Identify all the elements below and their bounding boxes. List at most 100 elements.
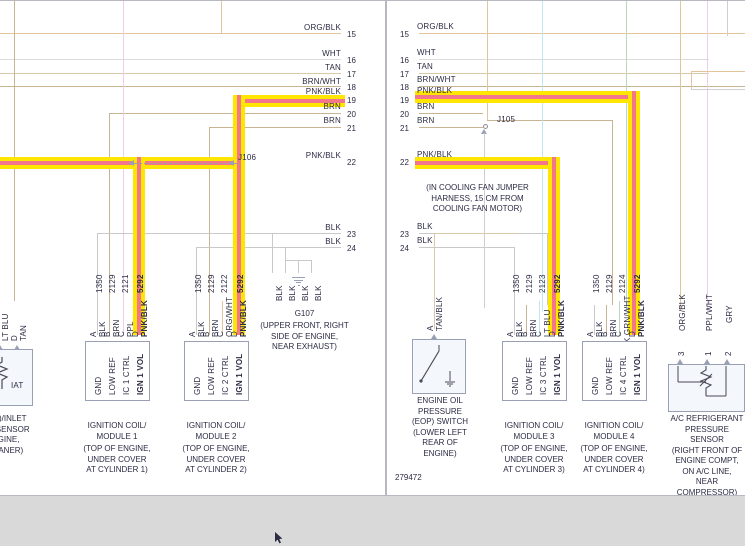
maf-pin-d-color: TAN	[19, 324, 28, 341]
r-highlight-pnkblk-22-horizontal	[415, 157, 560, 169]
wire-tan-17	[0, 73, 341, 74]
coil2-pin-d-letter: D	[230, 331, 239, 337]
coil3-wire-c	[539, 301, 540, 335]
ac-pin-2-color: GRY	[725, 305, 734, 323]
ac-pin-1-arrow	[704, 359, 710, 364]
r-highlight-pnkblk-coil3-drop	[548, 157, 560, 335]
pin-label-15: ORG/BLK	[304, 23, 341, 32]
r-wire-wht-16	[419, 59, 709, 60]
coil4-location: (TOP OF ENGINE, UNDER COVER AT CYLINDER …	[580, 444, 648, 474]
coil4-func-d: IGN 1 VOL	[633, 353, 642, 395]
coil4-wire-c	[619, 301, 620, 335]
eop-pin-arrow	[431, 334, 437, 339]
iat-thermistor-icon	[0, 357, 9, 389]
coil4-pin-a-letter: A	[586, 331, 595, 337]
coil1-wire-a	[97, 305, 98, 335]
r-pin-label-20: BRN	[417, 102, 435, 111]
diagram-id-number: 279472	[395, 473, 422, 482]
r-pin-number-16: 16	[400, 56, 409, 65]
pin-label-22: PNK/BLK	[305, 151, 341, 160]
iat-element-label: IAT	[11, 381, 24, 390]
r-wire-tanblk-eop	[434, 233, 435, 329]
splice-arrow-left-a	[129, 160, 134, 166]
pin-number-21: 21	[347, 124, 356, 133]
highlight-wire-pnkblk-19-vertical	[233, 95, 245, 169]
r-pin-number-23: 23	[400, 230, 409, 239]
r-wire-orgblk-15	[419, 33, 745, 34]
coil3-pin-c-letter: C	[534, 331, 543, 337]
coil4-pin-d-letter: D	[628, 331, 637, 337]
coil3-location: (TOP OF ENGINE, UNDER COVER AT CYLINDER …	[500, 444, 568, 474]
r-wire-blk-24	[419, 247, 514, 248]
coil2-location: (TOP OF ENGINE, UNDER COVER AT CYLINDER …	[182, 444, 250, 474]
r-wire-vert-ppl	[707, 1, 708, 311]
splice-label-j105: J105	[497, 115, 516, 124]
r-pin-number-22: 22	[400, 158, 409, 167]
r-pin-label-22: PNK/BLK	[417, 150, 453, 159]
ac-pin-3-arrow	[677, 359, 683, 364]
coil1-circuit-a: 1350	[95, 274, 104, 293]
coil2-circuit-d: 5292	[236, 274, 245, 293]
wire-vert-org-a	[221, 1, 222, 33]
splice-dashed-link	[129, 163, 237, 164]
r-pin-number-18: 18	[400, 83, 409, 92]
ground-label-g107: G107	[294, 309, 315, 318]
pin-label-19: PNK/BLK	[305, 87, 341, 96]
coil4-pin-d-color: PNK/BLK	[637, 300, 646, 337]
r-pin-label-16: WHT	[417, 48, 436, 57]
coil1-wire-c	[123, 301, 124, 335]
splice-label-j106: J106	[238, 153, 257, 162]
coil4-circuit-a: 1350	[592, 274, 601, 293]
coil3-circuit-b: 2129	[525, 274, 534, 293]
r-highlight-pnkblk-coil4-drop	[628, 91, 640, 335]
coil3-func-a: GND	[511, 376, 520, 395]
r-wire-brn-j105-out	[487, 120, 612, 121]
coil3-pin-d-letter: D	[548, 331, 557, 337]
splice-dot-j105	[483, 124, 488, 129]
coil3-title: IGNITION COIL/ MODULE 3	[504, 421, 564, 441]
wiring-diagram-page-left: J106 ORG/BLK 15 WHT 16 TAN 17 BRN/WHT 18…	[0, 0, 386, 496]
coil1-title: IGNITION COIL/ MODULE 1	[87, 421, 147, 441]
coil4-func-c: IC 4 CTRL	[619, 355, 628, 395]
coil4-wire-a	[594, 305, 595, 335]
r-wire-vert-org	[680, 1, 681, 311]
pin-label-20: BRN	[323, 102, 341, 111]
highlight-wire-pnkblk-22-horizontal	[0, 157, 245, 169]
coil1-connector	[85, 341, 150, 401]
mouse-cursor	[275, 532, 283, 544]
maf-pin-arrow-d	[14, 345, 20, 350]
maf-pin-e-color: LT BLU	[1, 313, 10, 341]
coil1-func-c: IC 1 CTRL	[122, 355, 131, 395]
pin-label-16: WHT	[322, 49, 341, 58]
wire-blk-g107-d	[311, 260, 312, 273]
wire-brn-20	[109, 113, 341, 114]
pin-number-15: 15	[347, 30, 356, 39]
ac-pin-1-number: 1	[704, 351, 713, 356]
coil1-circuit-b: 2129	[108, 274, 117, 293]
coil1-circuit-d: 5292	[136, 274, 145, 293]
coil4-func-b: LOW REF	[605, 357, 614, 395]
wire-blk-24-drop	[196, 247, 197, 305]
coil3-func-b: LOW REF	[525, 357, 534, 395]
r-pin-label-24: BLK	[417, 236, 433, 245]
ground-wire-label-2: BLK	[288, 285, 297, 301]
pin-label-24: BLK	[325, 237, 341, 246]
coil2-wire-c	[222, 301, 223, 335]
maf-pin-d-letter: D	[10, 335, 19, 341]
r-wire-gry-stub	[691, 89, 745, 90]
highlight-wire-pnkblk-coil1-drop	[133, 157, 145, 335]
coil1-wire-b	[109, 305, 110, 335]
r-wire-vert-ltblu	[542, 1, 543, 311]
r-pin-label-19: PNK/BLK	[417, 86, 453, 95]
pin-label-18: BRN/WHT	[302, 77, 341, 86]
coil2-pin-b-letter: B	[202, 331, 211, 337]
r-wire-org-stub-v	[691, 71, 692, 89]
coil2-circuit-b: 2129	[207, 274, 216, 293]
coil4-func-a: GND	[591, 376, 600, 395]
coil1-func-b: LOW REF	[108, 357, 117, 395]
coil1-location: (TOP OF ENGINE, UNDER COVER AT CYLINDER …	[83, 444, 151, 474]
splice-arrow-up-j105	[481, 129, 487, 134]
coil1-circuit-c: 2121	[121, 274, 130, 293]
r-wire-vert-org-b	[487, 1, 488, 120]
coil4-pin-c-letter: C	[614, 331, 623, 337]
